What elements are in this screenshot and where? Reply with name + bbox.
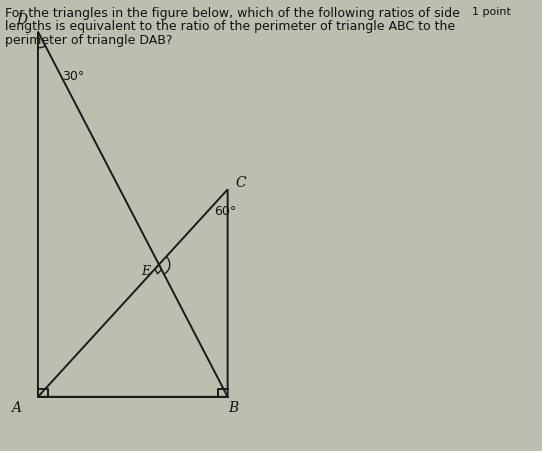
Text: 60°: 60° [214, 206, 236, 218]
Text: 30°: 30° [62, 70, 85, 83]
Text: D: D [16, 13, 27, 28]
Text: C: C [236, 175, 247, 190]
Text: B: B [228, 401, 238, 415]
Text: 1 point: 1 point [472, 7, 511, 17]
Text: E: E [141, 265, 150, 278]
Text: A: A [11, 401, 21, 415]
Text: perimeter of triangle DAB?: perimeter of triangle DAB? [5, 34, 173, 47]
Text: lengths is equivalent to the ratio of the perimeter of triangle ABC to the: lengths is equivalent to the ratio of th… [5, 20, 455, 33]
Text: For the triangles in the figure below, which of the following ratios of side: For the triangles in the figure below, w… [5, 7, 460, 20]
